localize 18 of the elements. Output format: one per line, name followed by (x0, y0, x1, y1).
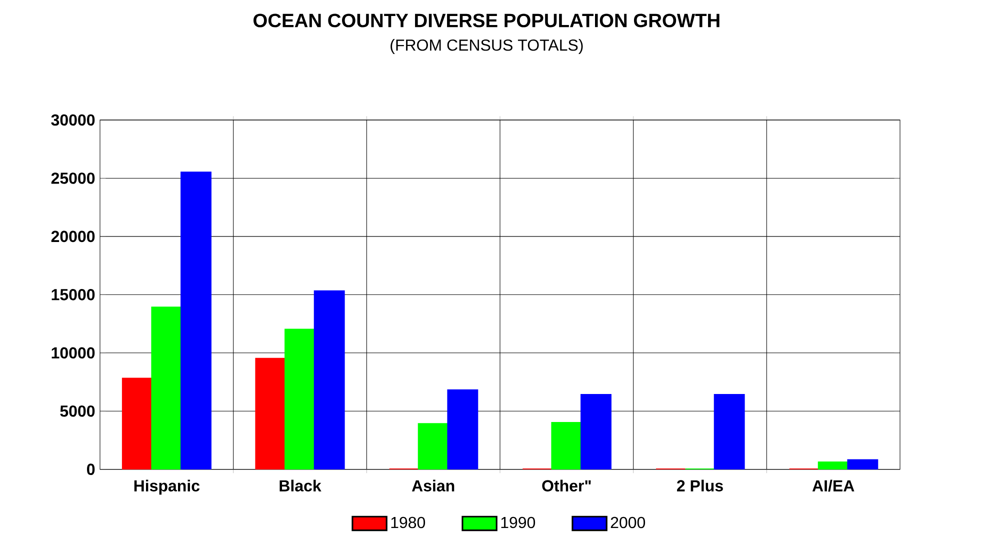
y-tick-label: 0 (87, 464, 95, 475)
x-tick-label: Black (280, 480, 322, 492)
chart-subtitle: (FROM CENSUS TOTALS) (390, 39, 583, 54)
legend-label: 1990 (501, 516, 536, 528)
y-tick-label: 30000 (51, 114, 95, 126)
y-tick-label: 25000 (51, 172, 95, 184)
x-tick-label: 2 Plus (677, 480, 723, 492)
legend-label: 1980 (391, 516, 426, 528)
y-tick-label: 15000 (52, 289, 95, 300)
y-tick-label: 20000 (51, 230, 95, 242)
y-tick-label: 5000 (60, 405, 95, 417)
x-tick-label: AI/EA (812, 480, 854, 492)
chart-title: OCEAN COUNTY DIVERSE POPULATION GROWTH (254, 14, 720, 28)
x-tick-label: Other" (542, 480, 591, 492)
y-tick-label: 10000 (52, 347, 95, 359)
x-tick-label: Hispanic (134, 480, 200, 495)
x-tick-label: Asian (412, 480, 454, 492)
legend-label: 2000 (610, 516, 646, 528)
